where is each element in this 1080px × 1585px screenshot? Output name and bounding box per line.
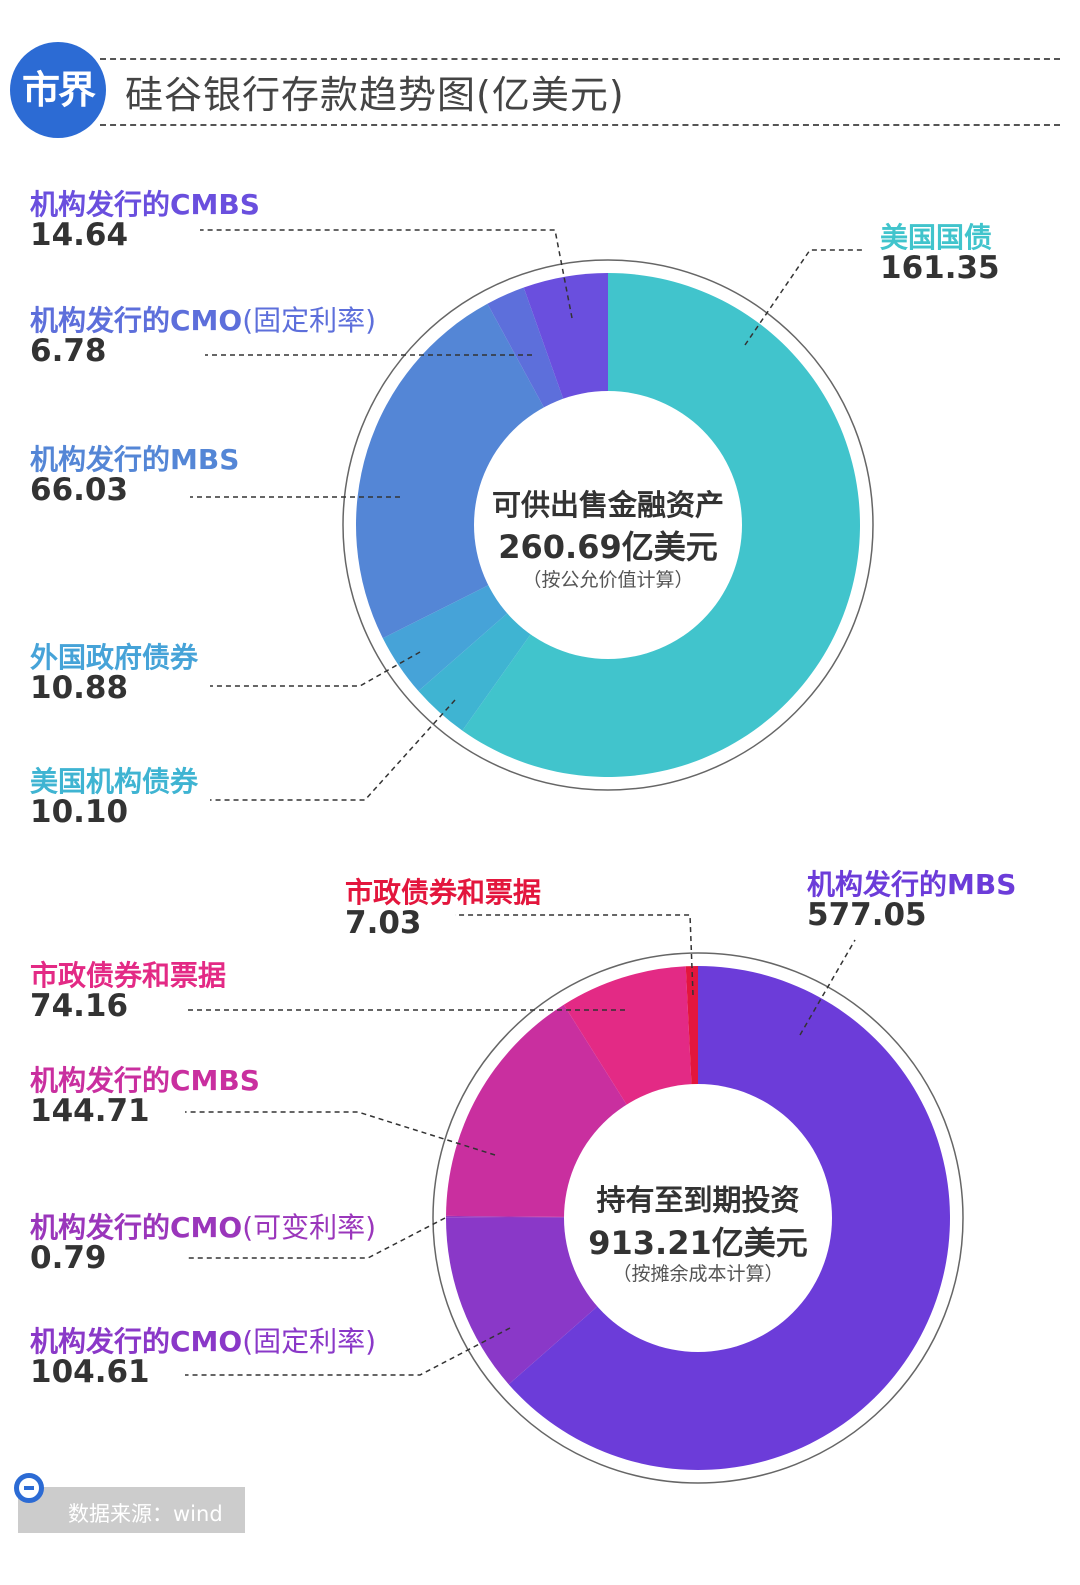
leader-c2-cmbs [185,1111,496,1156]
label-c2-cmo-fixed-name: 机构发行的CMO(固定利率) [30,1327,376,1356]
label-c2-muni-7-value: 7.03 [345,905,422,942]
leader-lines [185,229,865,1376]
chart1-center-title: 可供出售金融资产 [491,488,724,522]
label-c2-muni-7-name: 市政债券和票据 [345,876,542,909]
leader-c2-muni-7 [455,914,694,996]
label-c1-cmo-fixed: 机构发行的CMO(固定利率) 6.78 [30,306,376,368]
label-c2-cmbs: 机构发行的CMBS 144.71 [30,1066,260,1128]
label-c1-mbs-value: 66.03 [30,472,129,509]
label-c1-mbs-name: 机构发行的MBS [30,443,240,476]
label-c1-mbs: 机构发行的MBS 66.03 [30,445,239,507]
label-c2-cmo-variable-note: (可变利率) [242,1211,377,1244]
page-title: 硅谷银行存款趋势图(亿美元) [125,73,625,117]
leader-c1-cmbs [200,229,573,319]
label-c1-cmo-fixed-note: (固定利率) [242,304,377,337]
leader-c1-agency-bonds [210,699,456,801]
label-c2-cmo-variable-value: 0.79 [30,1240,107,1277]
label-c1-treasury-name: 美国国债 [880,221,993,254]
header-divider-top [100,58,1060,60]
label-c2-cmo-variable-text: 机构发行的CMO [30,1211,243,1244]
label-c2-cmo-fixed-note: (固定利率) [242,1325,377,1358]
label-c1-cmbs: 机构发行的CMBS 14.64 [30,190,260,252]
chart1-center-value: 260.69亿美元 [498,528,718,566]
leader-c1-foreign-gov [210,651,421,687]
chart2-center-title: 持有至到期投资 [596,1183,800,1217]
header-divider-bottom [100,124,1060,126]
chart2-outline-ring [432,952,964,1484]
source-icon [14,1473,44,1503]
label-c1-foreign-gov-value: 10.88 [30,670,129,707]
leader-c2-cmo-fixed [185,1327,511,1376]
label-c2-muni-7: 市政债券和票据 7.03 [345,878,541,940]
leader-c1-treasury [744,249,865,346]
label-c1-agency-bonds-name: 美国机构债券 [30,765,199,798]
label-c2-muni-74-value: 74.16 [30,988,129,1025]
label-c2-muni-74: 市政债券和票据 74.16 [30,961,226,1023]
source-box [18,1487,245,1533]
chart2-center-value: 913.21亿美元 [588,1224,808,1262]
leader-c2-mbs [799,939,856,1036]
chart1-center-hole [474,391,742,659]
chart1-outline-ring [342,259,874,791]
label-c2-cmo-variable: 机构发行的CMO(可变利率) 0.79 [30,1213,376,1275]
label-c1-agency-bonds-value: 10.10 [30,794,129,831]
chart2-center-hole [564,1084,832,1352]
label-c2-cmo-fixed-value: 104.61 [30,1354,150,1391]
label-c2-mbs: 机构发行的MBS 577.05 [807,870,1016,932]
label-c2-mbs-value: 577.05 [807,897,927,934]
label-c1-foreign-gov-name: 外国政府债券 [30,641,199,674]
label-c1-agency-bonds: 美国机构债券 10.10 [30,767,198,829]
leader-c2-cmo-variable [185,1217,446,1259]
label-c2-cmo-variable-name: 机构发行的CMO(可变利率) [30,1213,376,1242]
label-c1-cmbs-value: 14.64 [30,217,129,254]
label-c1-foreign-gov: 外国政府债券 10.88 [30,643,198,705]
label-c2-cmbs-value: 144.71 [30,1093,150,1130]
label-c1-cmo-fixed-text: 机构发行的CMO [30,304,243,337]
label-c1-treasury-value: 161.35 [880,250,1000,287]
label-c1-treasury: 美国国债 161.35 [880,223,1000,285]
brand-logo: 市界 [10,42,106,138]
chart2-center-note: （按摊余成本计算） [612,1263,784,1285]
label-c2-muni-74-name: 市政债券和票据 [30,959,227,992]
source-text: 数据来源：wind [68,1502,223,1526]
label-c1-cmbs-name: 机构发行的CMBS [30,188,260,221]
label-c2-cmo-fixed: 机构发行的CMO(固定利率) 104.61 [30,1327,376,1389]
label-c1-cmo-fixed-value: 6.78 [30,333,107,370]
label-c1-cmo-fixed-name: 机构发行的CMO(固定利率) [30,306,376,335]
label-c2-mbs-name: 机构发行的MBS [807,868,1017,901]
chart1-center-note: （按公允价值计算） [522,569,694,591]
label-c2-cmo-fixed-text: 机构发行的CMO [30,1325,243,1358]
label-c2-cmbs-name: 机构发行的CMBS [30,1064,260,1097]
